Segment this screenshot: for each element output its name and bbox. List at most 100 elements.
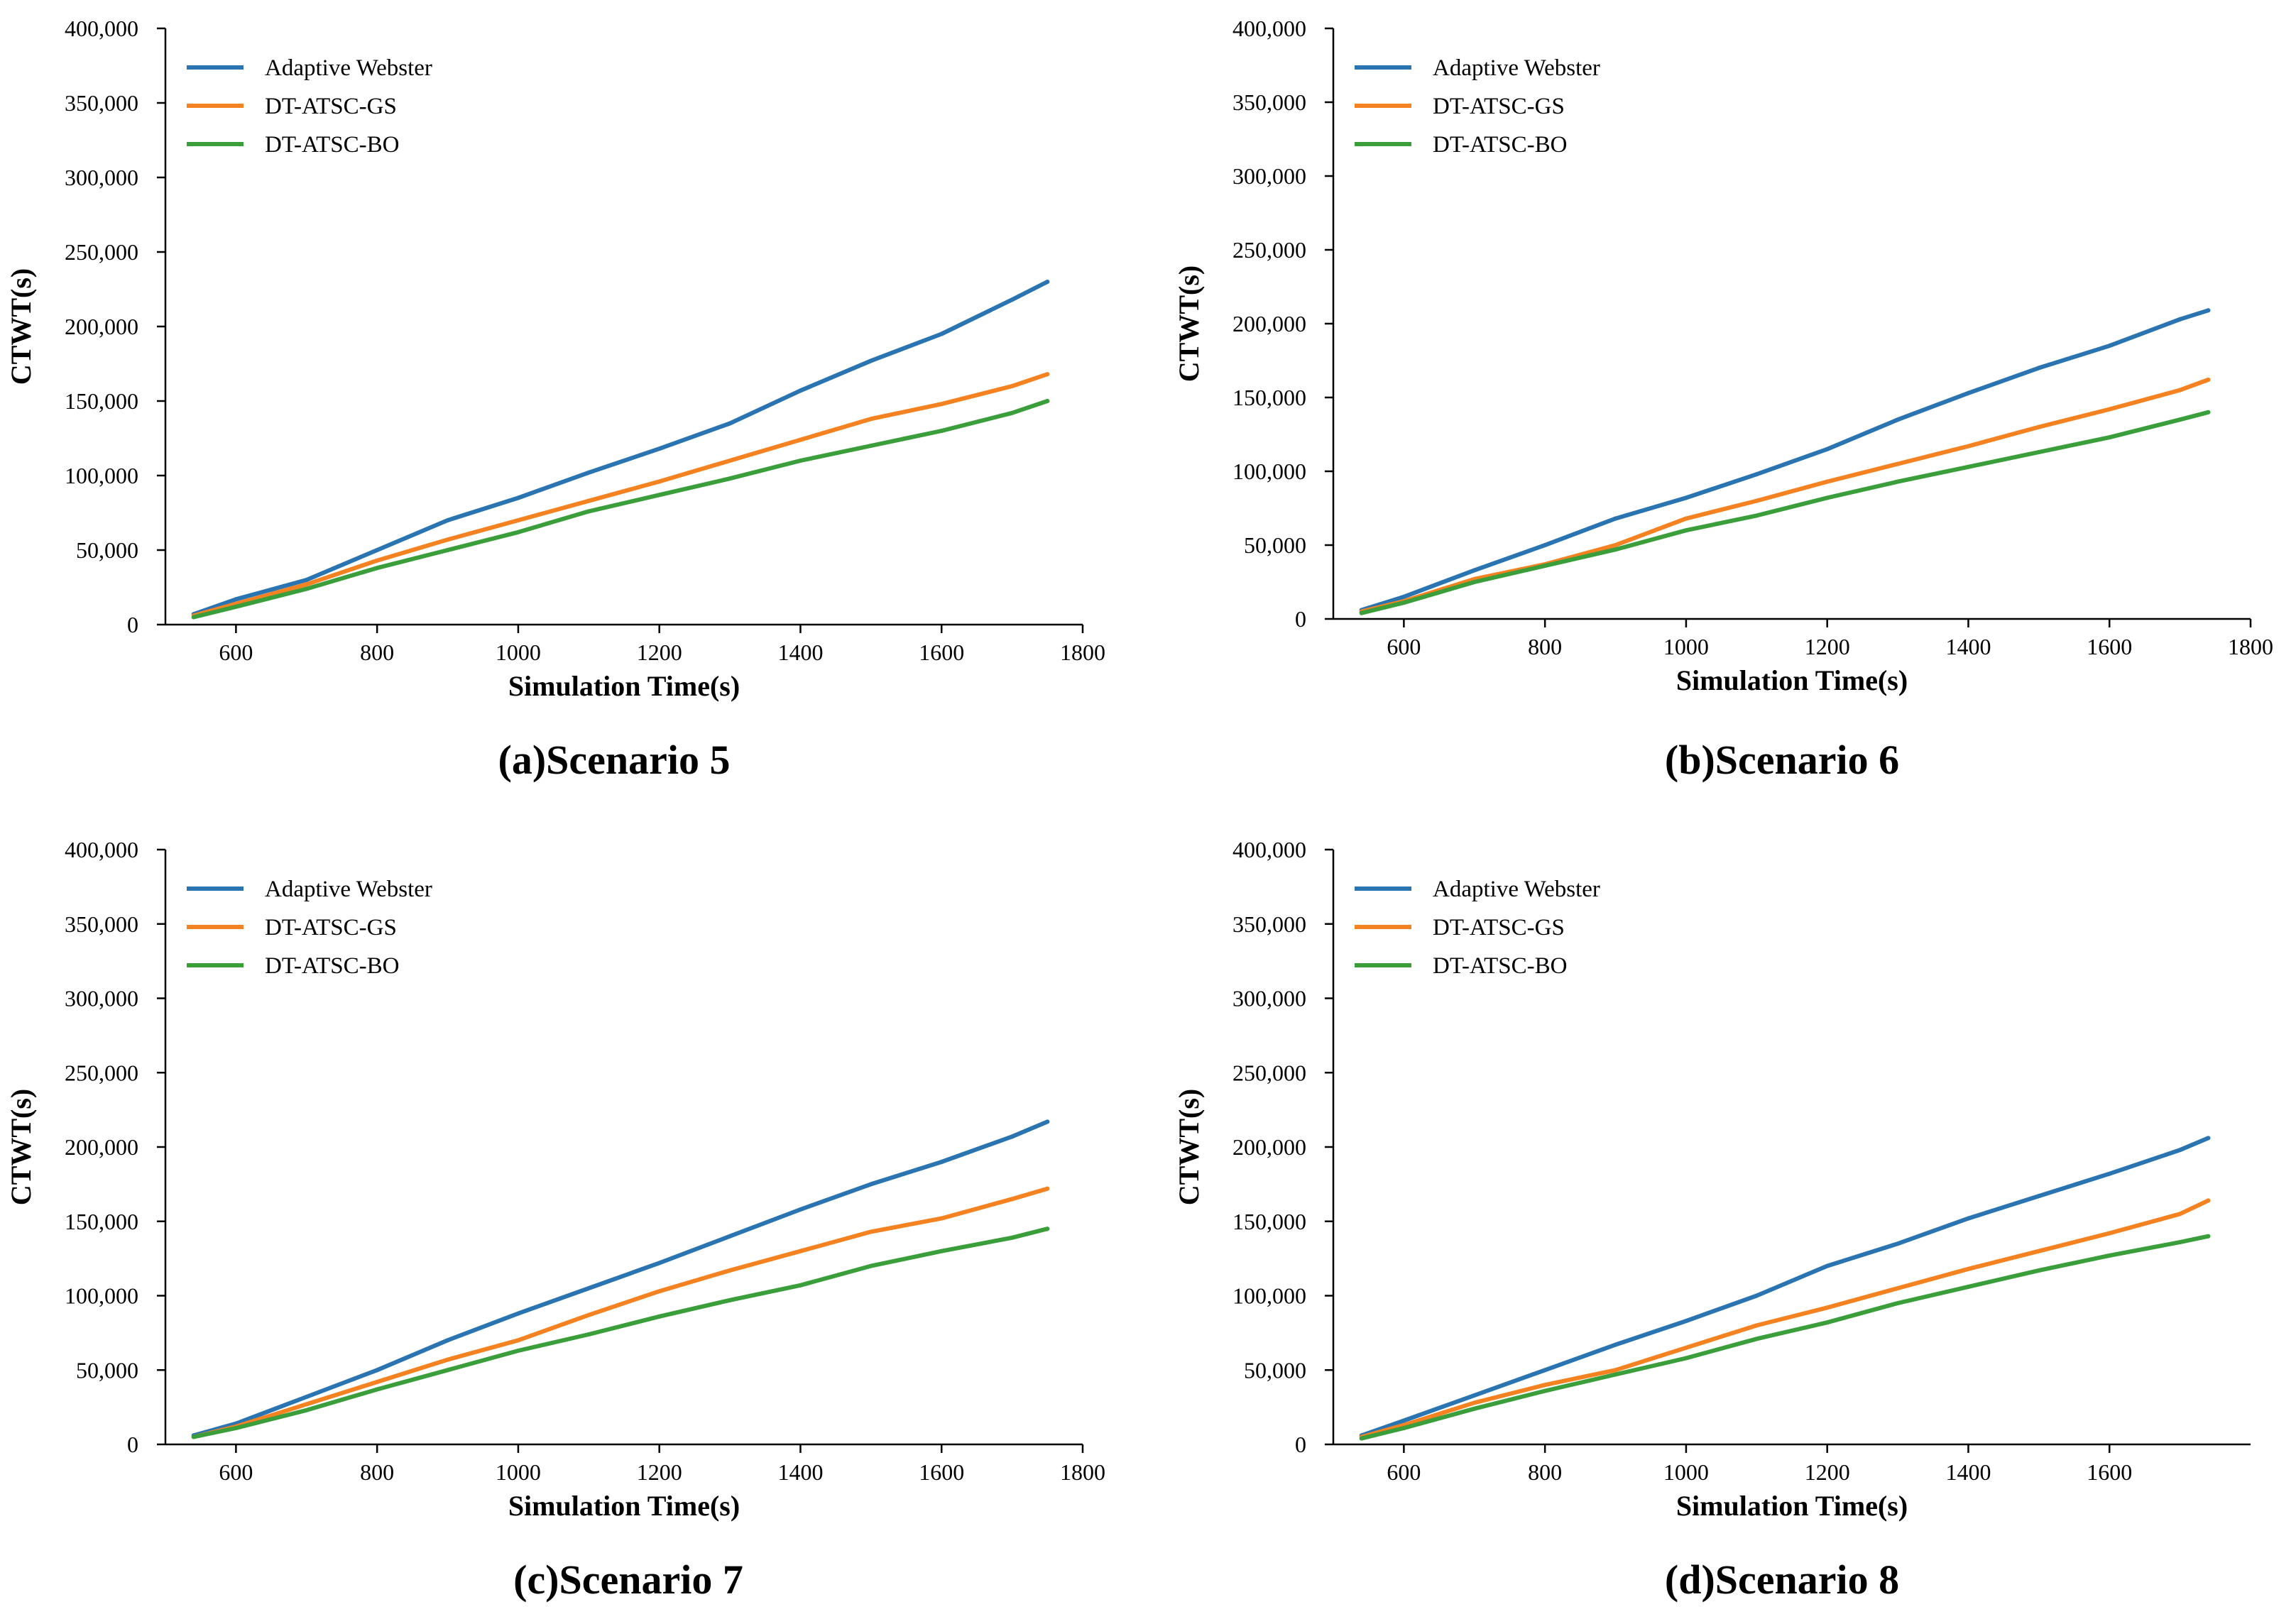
data-point-adaptive-webster [1045,280,1050,284]
data-point-adaptive-webster [2206,1136,2211,1141]
x-axis-title: Simulation Time(s) [508,670,740,702]
data-point-dt-atsc-bo [586,1332,591,1337]
legend-label: DT-ATSC-BO [1433,953,1567,979]
data-point-adaptive-webster [1683,495,1688,500]
data-point-dt-atsc-bo [304,586,309,591]
y-tick-label: 400,000 [1232,837,1306,862]
data-point-dt-atsc-bo [2036,449,2041,454]
data-point-dt-atsc-bo [1613,547,1618,552]
legend-label: Adaptive Webster [1433,877,1600,902]
x-tick-label: 1000 [1663,634,1709,659]
data-point-adaptive-webster [1754,472,1759,477]
data-point-dt-atsc-gs [586,498,591,503]
y-axis-title: CTWT(s) [5,1089,37,1205]
data-point-dt-atsc-gs [1754,498,1759,503]
y-axis-title: CTWT(s) [1173,265,1205,382]
x-tick-label: 1600 [919,1459,964,1485]
y-tick-label: 0 [1295,606,1306,632]
data-point-dt-atsc-bo [1045,399,1050,403]
y-tick-label: 250,000 [65,1060,138,1085]
y-tick-label: 300,000 [65,986,138,1011]
data-point-dt-atsc-bo [1010,1235,1015,1240]
data-point-dt-atsc-gs [1754,1323,1759,1328]
y-tick-label: 50,000 [1244,532,1306,558]
data-point-dt-atsc-gs [1683,516,1688,521]
y-tick-label: 150,000 [65,1209,138,1234]
y-tick-label: 250,000 [65,239,138,265]
data-point-dt-atsc-bo [1010,410,1015,415]
y-tick-label: 350,000 [65,90,138,116]
y-tick-label: 200,000 [65,314,138,339]
data-point-adaptive-webster [1045,1119,1050,1124]
data-point-dt-atsc-bo [375,1387,380,1392]
x-axis-title: Simulation Time(s) [508,1490,740,1522]
x-tick-label: 800 [360,640,394,665]
legend-label: Adaptive Webster [265,55,432,81]
y-tick-label: 100,000 [65,1283,138,1309]
y-tick-label: 300,000 [65,165,138,190]
data-point-dt-atsc-bo [1683,528,1688,533]
data-point-dt-atsc-gs [2206,1198,2211,1203]
y-tick-label: 0 [127,612,138,637]
data-point-adaptive-webster [1825,446,1830,451]
series-line-adaptive-webster [191,280,1050,617]
data-point-dt-atsc-bo [1966,464,1971,469]
data-point-dt-atsc-bo [1754,1337,1759,1341]
data-point-dt-atsc-bo [1472,1406,1477,1411]
data-point-adaptive-webster [515,495,520,500]
data-point-adaptive-webster [234,597,239,602]
series-line-adaptive-webster [1359,308,2211,613]
y-tick-label: 350,000 [65,911,138,937]
legend-label: DT-ATSC-GS [265,94,397,119]
data-point-adaptive-webster [1966,390,1971,395]
data-point-adaptive-webster [375,1368,380,1373]
data-point-dt-atsc-gs [1825,1305,1830,1310]
data-point-adaptive-webster [2177,317,2182,322]
y-tick-label: 0 [1295,1432,1306,1457]
legend-label: DT-ATSC-BO [265,953,399,979]
data-point-dt-atsc-gs [1966,1266,1971,1271]
data-point-dt-atsc-bo [1613,1372,1618,1377]
data-point-dt-atsc-gs [2107,407,2112,412]
legend-label: DT-ATSC-GS [1433,94,1565,119]
data-point-adaptive-webster [2036,1194,2041,1199]
x-tick-label: 1200 [637,1459,682,1485]
data-point-dt-atsc-gs [1613,543,1618,547]
data-point-dt-atsc-bo [798,1283,803,1288]
y-tick-label: 400,000 [65,837,138,862]
data-point-dt-atsc-gs [1896,1286,1901,1291]
data-point-dt-atsc-gs [868,1229,873,1234]
data-point-adaptive-webster [2177,1148,2182,1153]
data-point-dt-atsc-gs [586,1312,591,1317]
data-point-adaptive-webster [657,446,662,451]
y-tick-label: 250,000 [1232,237,1306,263]
data-point-dt-atsc-gs [2206,378,2211,383]
data-point-adaptive-webster [657,1261,662,1266]
data-point-dt-atsc-bo [1359,610,1364,615]
data-point-dt-atsc-bo [2177,417,2182,422]
series-line-dt-atsc-bo [1359,410,2211,615]
x-tick-label: 1200 [1805,1459,1850,1485]
data-point-dt-atsc-bo [1045,1226,1050,1231]
panel-scenario-6: (b)Scenario 6 0 50,000 100,000 150,000 200,0… [1173,16,2273,783]
data-point-adaptive-webster [1896,1241,1901,1246]
data-point-dt-atsc-bo [2206,1234,2211,1239]
data-point-dt-atsc-gs [2107,1231,2112,1236]
data-point-adaptive-webster [445,1338,450,1343]
data-point-dt-atsc-gs [2036,424,2041,429]
x-axis-title: Simulation Time(s) [1676,664,1908,696]
series-line-dt-atsc-bo [191,399,1050,620]
data-point-dt-atsc-bo [234,604,239,609]
y-tick-label: 50,000 [76,537,138,563]
data-point-adaptive-webster [304,578,309,582]
data-point-adaptive-webster [586,1286,591,1291]
caption-scenario-8: (d)Scenario 8 [1665,1557,1899,1603]
series-line-dt-atsc-gs [191,1186,1050,1439]
data-point-dt-atsc-bo [1359,1436,1364,1441]
data-point-dt-atsc-bo [728,476,733,481]
data-point-dt-atsc-bo [2036,1268,2041,1273]
x-tick-label: 1000 [496,1459,541,1485]
data-point-dt-atsc-bo [1754,513,1759,518]
data-point-dt-atsc-gs [1045,1186,1050,1191]
